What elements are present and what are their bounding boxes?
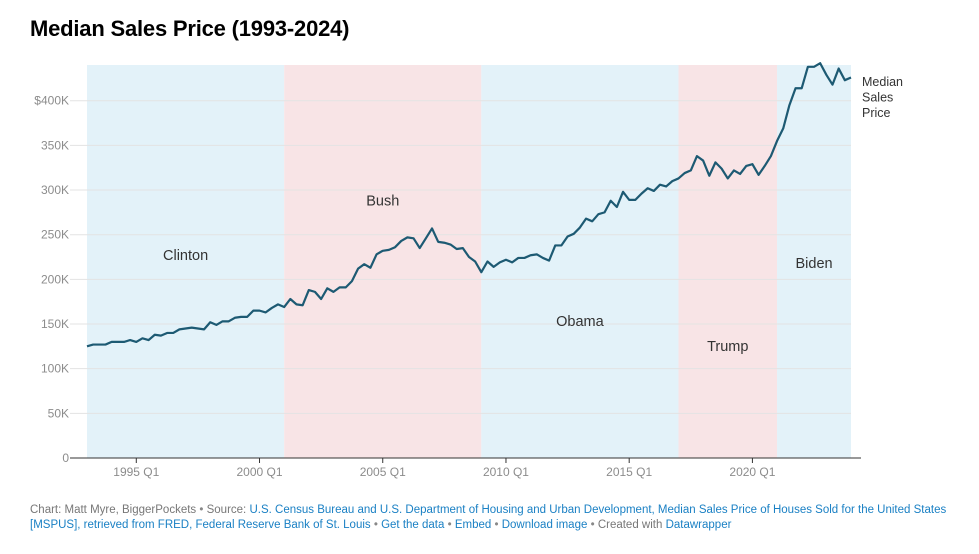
chart-footer: Chart: Matt Myre, BiggerPockets • Source…: [30, 503, 965, 533]
y-tick-label: 150K: [41, 317, 69, 331]
y-tick-label: 300K: [41, 183, 69, 197]
footer-separator: •: [199, 504, 207, 516]
y-tick-label: 50K: [48, 406, 69, 420]
footer-separator: •: [373, 519, 382, 531]
y-tick-label: $400K: [34, 94, 69, 108]
y-tick-label: 250K: [41, 228, 69, 242]
x-tick-label: 2005 Q1: [360, 465, 406, 479]
x-axis-labels: 1995 Q1 2000 Q1 2005 Q1 2010 Q1 2015 Q1 2020 …: [113, 458, 776, 479]
footer-source-link[interactable]: U.S. Census Bureau and U.S. Department o…: [30, 504, 947, 531]
y-tick-label: 100K: [41, 362, 69, 376]
embed-link[interactable]: Embed: [454, 519, 492, 531]
y-tick-label: 350K: [41, 138, 69, 152]
y-tick-label: 200K: [41, 272, 69, 286]
band-biden: [777, 65, 851, 458]
x-tick-label: 2020 Q1: [729, 465, 775, 479]
x-tick-label: 1995 Q1: [113, 465, 159, 479]
footer-source-label: Source:: [206, 504, 247, 516]
band-labels: Clinton Bush Obama Trump Biden: [163, 193, 833, 355]
band-label: Obama: [556, 314, 604, 330]
x-tick-label: 2015 Q1: [606, 465, 652, 479]
footer-separator: •: [494, 519, 502, 531]
band-label: Bush: [366, 193, 399, 209]
series-line: [86, 62, 852, 348]
x-tick-label: 2000 Q1: [236, 465, 282, 479]
presidential-bands: [87, 65, 851, 458]
y-tick-label: 0: [62, 451, 69, 465]
footer-separator: •: [590, 519, 598, 531]
datawrapper-link[interactable]: Datawrapper: [665, 519, 732, 531]
line-chart: 0 50K 100K 150K 200K 250K 300K 350K $400K 1995 Q…: [34, 62, 903, 479]
band-label: Biden: [795, 256, 832, 272]
band-label: Clinton: [163, 248, 208, 264]
band-bush: [284, 65, 482, 458]
footer-created-with: Created with: [597, 519, 663, 531]
band-label: Trump: [707, 339, 748, 355]
download-image-link[interactable]: Download image: [501, 519, 588, 531]
band-clinton: [87, 65, 285, 458]
series-lines: [86, 62, 852, 348]
y-axis-labels: 0 50K 100K 150K 200K 250K 300K 350K $400K: [34, 94, 69, 465]
get-data-link[interactable]: Get the data: [381, 519, 445, 531]
series-labels: Median Sales Price: [862, 75, 903, 120]
chart-title: Median Sales Price (1993-2024): [30, 16, 350, 41]
gridlines: [70, 100, 861, 459]
series-label: Median Sales Price: [862, 75, 903, 120]
x-tick-label: 2010 Q1: [483, 465, 529, 479]
footer-separator: •: [447, 519, 455, 531]
footer-credit: Chart: Matt Myre, BiggerPockets: [30, 504, 197, 516]
band-trump: [678, 65, 778, 458]
